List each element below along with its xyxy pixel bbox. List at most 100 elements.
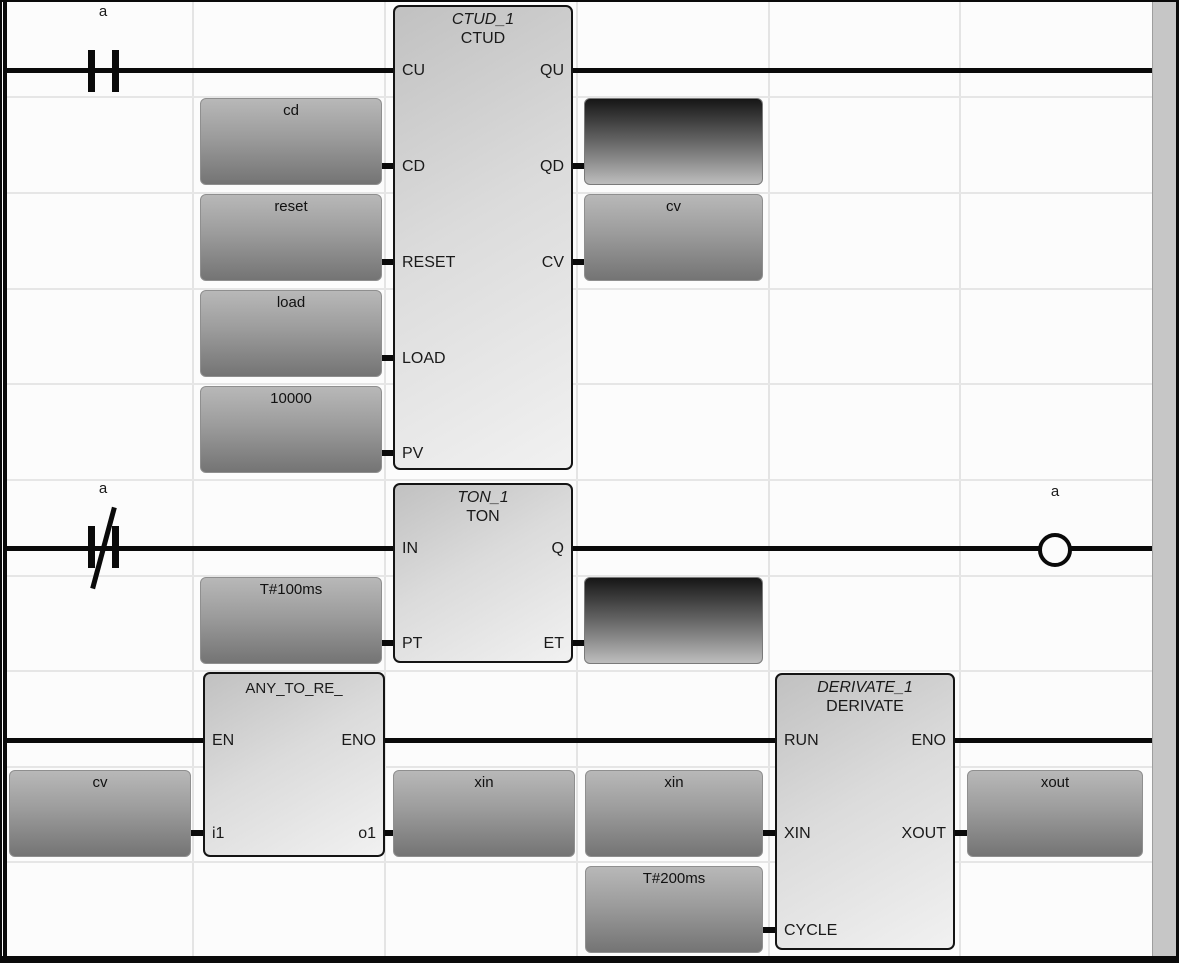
pin-i1: i1 [212, 825, 225, 842]
left-power-rail [3, 2, 7, 956]
iobox-label: xout [1040, 774, 1070, 791]
pin-stub-et [570, 640, 592, 646]
pin-cd: CD [402, 158, 426, 175]
wire-rung3-left [7, 738, 205, 743]
contact-rung1[interactable] [84, 46, 124, 94]
block-any-to-real[interactable]: ANY_TO_RE_ EN i1 ENO o1 [203, 672, 385, 857]
pin-run: RUN [784, 732, 819, 749]
iobox-qd-output[interactable] [584, 98, 763, 185]
iobox-cycle-value[interactable]: T#200ms [585, 866, 763, 953]
wire-rung1-right [571, 68, 1152, 73]
pin-q: Q [551, 540, 564, 557]
wire-rung3-right [953, 738, 1152, 743]
iobox-xin-output[interactable]: xin [393, 770, 575, 857]
frame-bottom [0, 956, 1179, 963]
pin-stub-qd [570, 163, 592, 169]
pin-stub-load [372, 355, 394, 361]
block-instance-name: DERIVATE_1 [817, 679, 913, 696]
block-instance-name: TON_1 [457, 489, 509, 506]
contact-label: a [98, 3, 108, 20]
frame-right [1176, 0, 1179, 963]
coil[interactable] [1038, 533, 1072, 567]
iobox-reset[interactable]: reset [200, 194, 382, 281]
pin-qd: QD [540, 158, 564, 175]
iobox-label: cv [666, 198, 681, 215]
iobox-pt-value[interactable]: T#100ms [200, 577, 382, 664]
grid-line [7, 766, 1152, 768]
grid-line [7, 670, 1152, 672]
grid-line [7, 383, 1152, 385]
frame-top [0, 0, 1179, 2]
pin-cycle: CYCLE [784, 922, 838, 939]
iobox-label: load [276, 294, 306, 311]
iobox-cv-output[interactable]: cv [584, 194, 763, 281]
pin-reset: RESET [402, 254, 456, 271]
iobox-label: 10000 [270, 390, 312, 407]
pin-cv: CV [541, 254, 564, 271]
pin-in: IN [402, 540, 418, 557]
pin-stub-pt [372, 640, 394, 646]
iobox-pv-value[interactable]: 10000 [200, 386, 382, 473]
contact-bar [88, 50, 95, 92]
pin-stub-cycle [755, 927, 777, 933]
wire-rung2-right [1070, 546, 1152, 551]
block-type-name: DERIVATE [826, 698, 904, 715]
grid-line [7, 861, 1152, 863]
iobox-label: xin [474, 774, 494, 791]
pin-eno: ENO [911, 732, 946, 749]
block-derivate[interactable]: DERIVATE_1 DERIVATE RUN XIN CYCLE ENO XO… [775, 673, 955, 950]
pin-load: LOAD [402, 350, 446, 367]
iobox-xout-output[interactable]: xout [967, 770, 1143, 857]
pin-en: EN [212, 732, 235, 749]
pin-cu: CU [402, 62, 426, 79]
iobox-label: cd [283, 102, 299, 119]
grid-line [7, 479, 1152, 481]
grid-line [7, 288, 1152, 290]
contact-bar [112, 50, 119, 92]
contact-rung2-negated[interactable] [84, 504, 124, 594]
block-ton[interactable]: TON_1 TON IN PT Q ET [393, 483, 573, 663]
pin-stub-xin [755, 830, 777, 836]
grid-line [7, 575, 1152, 577]
iobox-label: xin [664, 774, 684, 791]
pin-stub-pv [372, 450, 394, 456]
iobox-et-output[interactable] [584, 577, 763, 664]
pin-o1: o1 [358, 825, 376, 842]
scrollbar-strip[interactable] [1152, 2, 1177, 956]
iobox-label: T#200ms [642, 870, 706, 887]
wire-rung3-mid [383, 738, 777, 743]
pin-stub-xout [953, 830, 975, 836]
wire-rung2-left [7, 546, 393, 551]
block-type-name: TON [466, 508, 500, 525]
iobox-cv-input[interactable]: cv [9, 770, 191, 857]
pin-pv: PV [402, 445, 424, 462]
coil-label: a [1050, 483, 1060, 500]
contact-bar [88, 526, 95, 568]
iobox-label: reset [274, 198, 308, 215]
pin-qu: QU [540, 62, 564, 79]
iobox-xin-input[interactable]: xin [585, 770, 763, 857]
pin-xout: XOUT [901, 825, 946, 842]
iobox-cd[interactable]: cd [200, 98, 382, 185]
grid-line [7, 96, 1152, 98]
pin-pt: PT [402, 635, 423, 652]
wire-rung2-mid [571, 546, 1040, 551]
frame-left [0, 0, 2, 963]
pin-stub-cd [372, 163, 394, 169]
pin-stub-reset [372, 259, 394, 265]
pin-stub-cv [570, 259, 592, 265]
block-instance-name: CTUD_1 [451, 11, 515, 28]
iobox-label: T#100ms [259, 581, 323, 598]
pin-et: ET [543, 635, 564, 652]
pin-stub-i1 [183, 830, 205, 836]
contact-label: a [98, 480, 108, 497]
grid-line [7, 192, 1152, 194]
pin-eno: ENO [341, 732, 376, 749]
block-type-name: ANY_TO_RE_ [245, 680, 343, 697]
block-ctud[interactable]: CTUD_1 CTUD CU CD RESET LOAD PV QU QD CV [393, 5, 573, 470]
contact-bar [112, 526, 119, 568]
block-type-name: CTUD [460, 30, 506, 47]
wire-rung1-left [7, 68, 393, 73]
iobox-load[interactable]: load [200, 290, 382, 377]
